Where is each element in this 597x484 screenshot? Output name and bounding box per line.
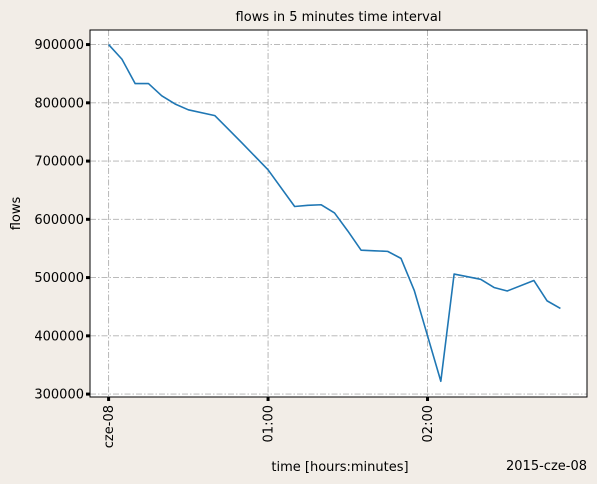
y-tick-label: 500000: [34, 271, 84, 286]
y-tick-label: 400000: [34, 329, 84, 344]
chart-title: flows in 5 minutes time interval: [236, 10, 442, 25]
y-tick-label: 900000: [34, 38, 84, 53]
x-tick-label: 01:00: [262, 405, 277, 442]
series-layer: [108, 44, 561, 383]
y-axis-label: flows: [9, 197, 24, 231]
plot-area: [90, 30, 587, 397]
x-tick-label: 02:00: [421, 405, 436, 442]
y-tick-label: 600000: [34, 213, 84, 228]
y-tick-label: 800000: [34, 96, 84, 111]
x-axis-offset-label: 2015-cze-08: [506, 459, 587, 474]
x-tick-label: cze-08: [102, 405, 117, 448]
tick-layer: 300000 400000 500000 600000 700000 800000 9000…: [34, 38, 436, 448]
x-axis-label: time [hours:minutes]: [271, 460, 408, 475]
y-tick-label: 300000: [34, 388, 84, 403]
y-tick-label: 700000: [34, 155, 84, 170]
plot-frame: [89, 29, 588, 398]
